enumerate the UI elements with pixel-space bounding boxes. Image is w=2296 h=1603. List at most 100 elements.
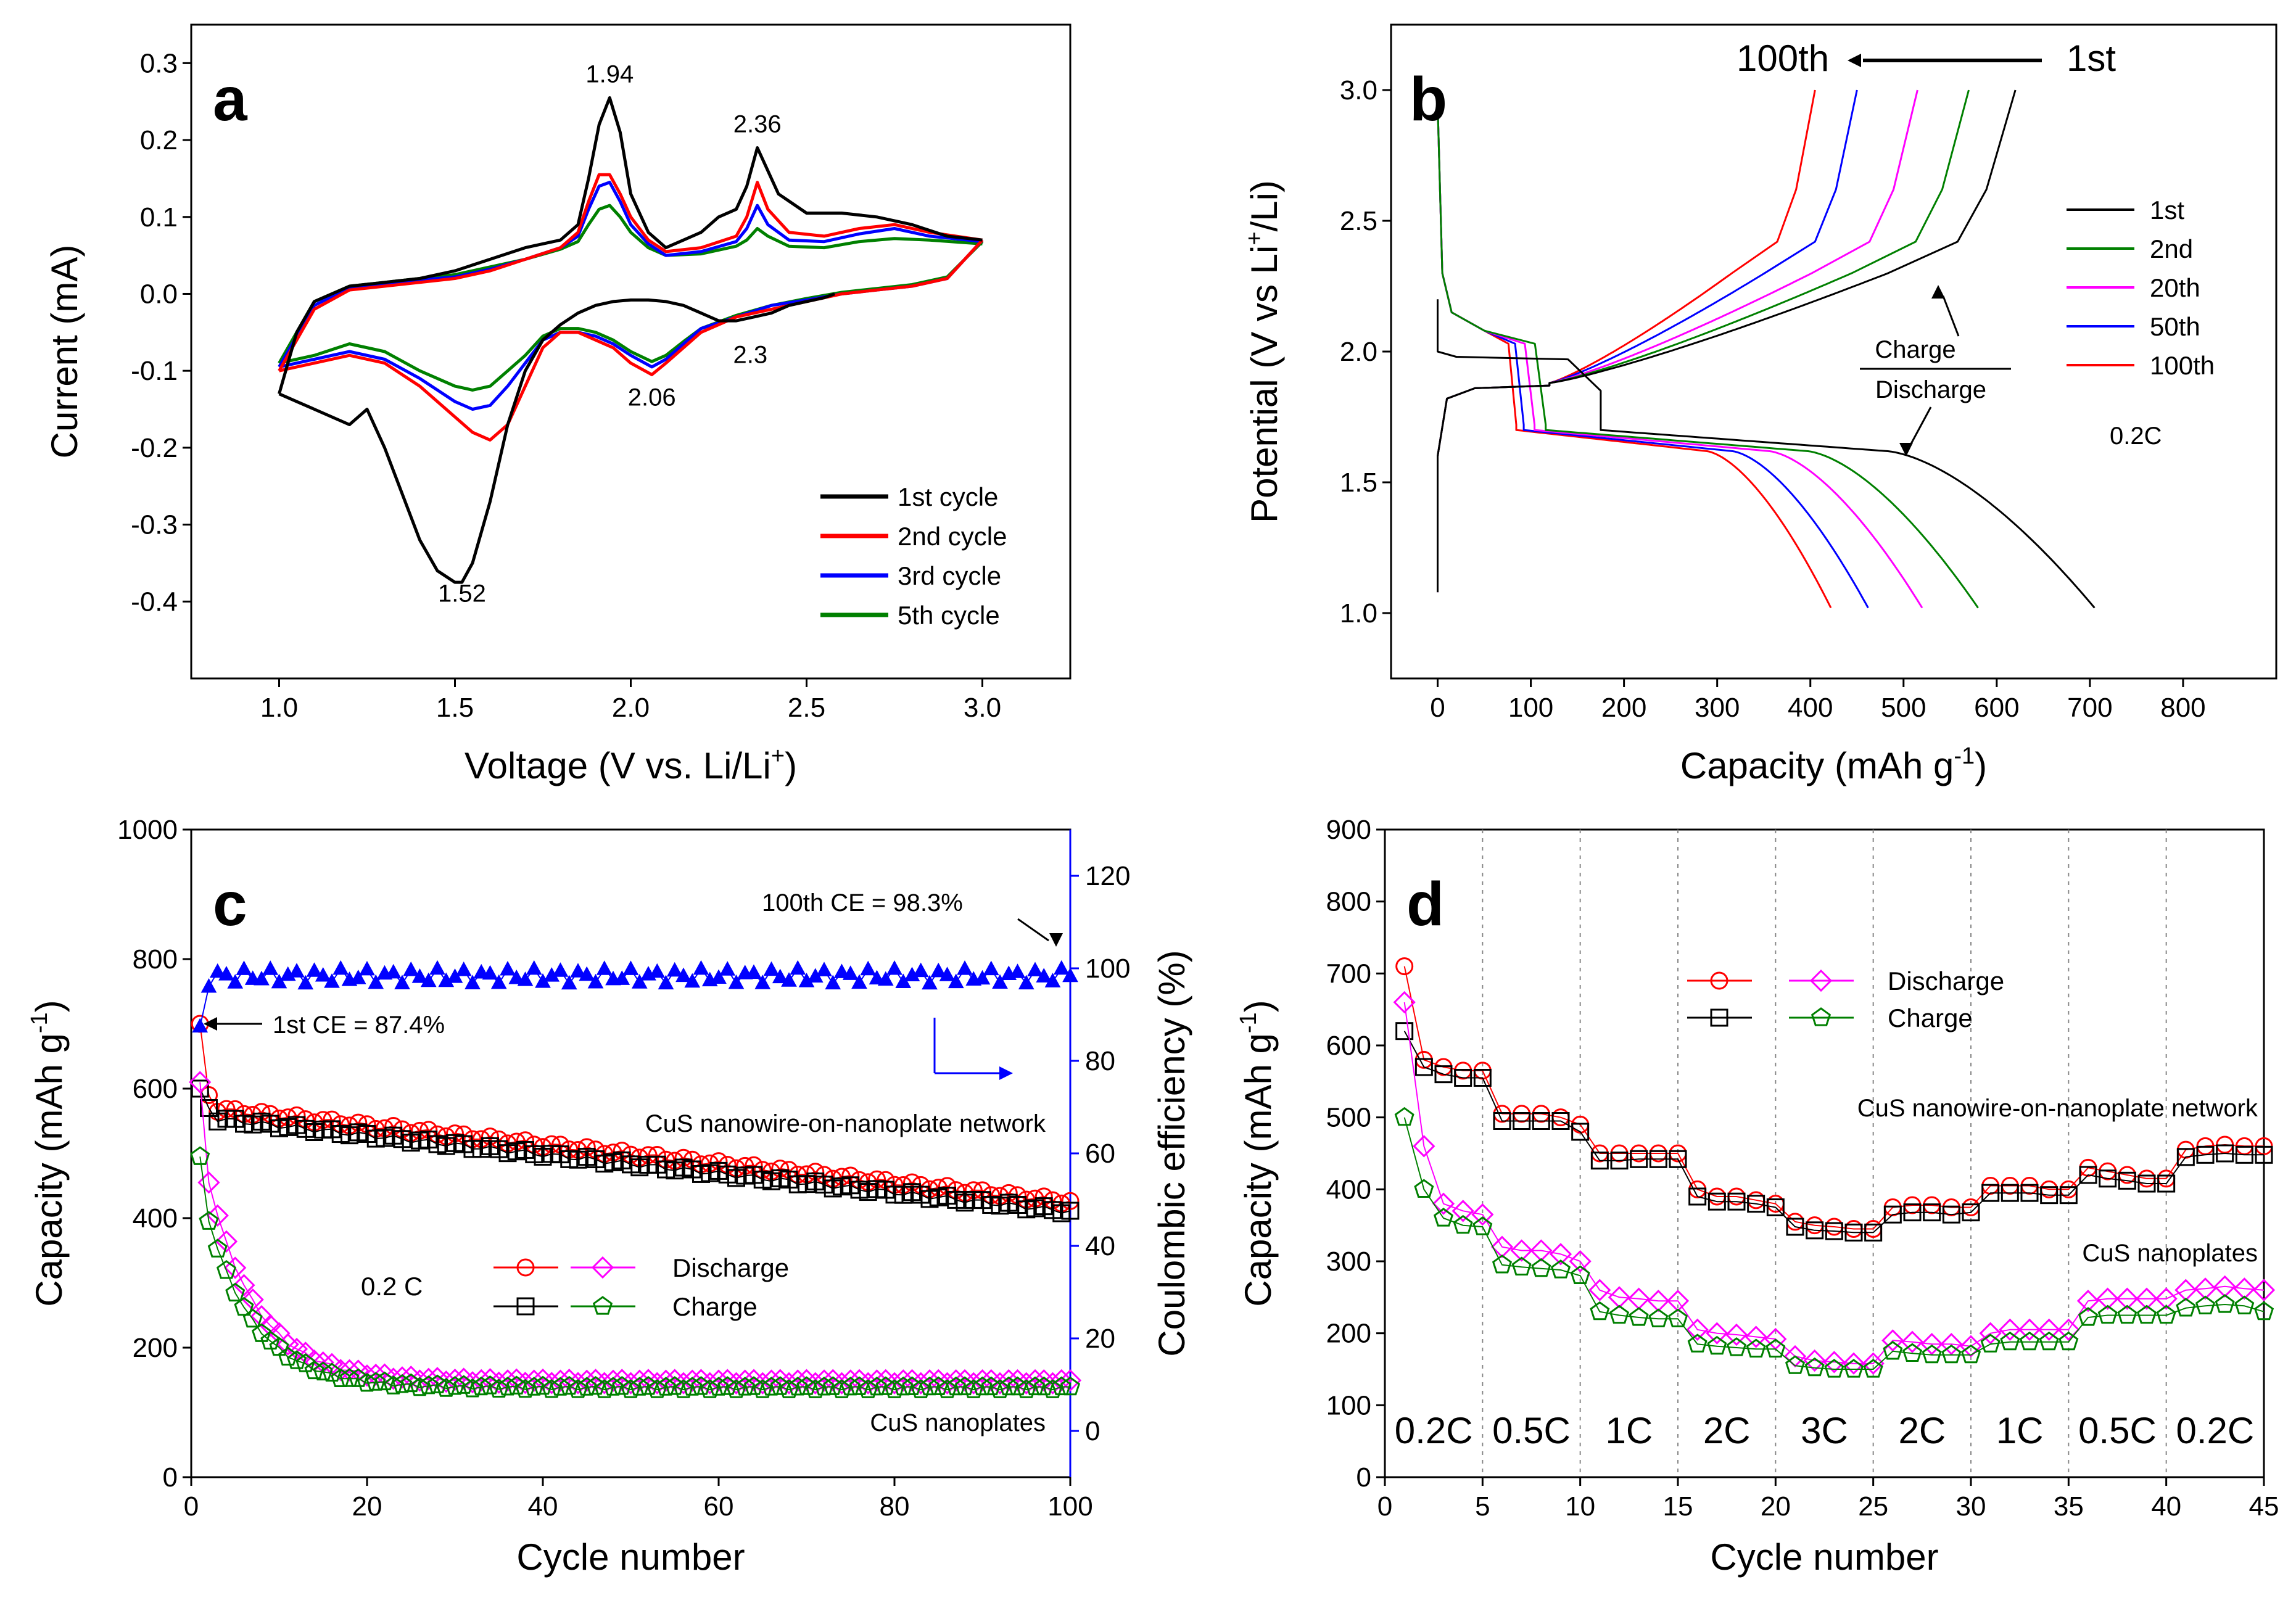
- b-legend-label: 50th: [2150, 312, 2200, 341]
- d-plates_charge-point: [1531, 1258, 1551, 1277]
- d-network_charge-point: [1493, 1112, 1511, 1130]
- b-x-label: Capacity (mAh g-1): [1680, 743, 1987, 786]
- c-plates_discharge-point: [390, 1366, 414, 1389]
- d-network_charge-point: [1454, 1069, 1472, 1087]
- d-plates_discharge-point: [1881, 1329, 1904, 1352]
- b-discharge-20th: [1437, 103, 1923, 609]
- c-plates_discharge-point: [865, 1369, 888, 1392]
- b-legend-label: 20th: [2150, 273, 2200, 302]
- d-network_charge-point: [1590, 1152, 1609, 1170]
- panel-c-cycling-performance: 0 20 40 60 80 1000200400600800100002040608010…: [27, 815, 1192, 1578]
- c-ce-point: [271, 973, 287, 989]
- d-plates_charge-point: [1453, 1214, 1473, 1234]
- d-rate-label: 0.5C: [1492, 1410, 1571, 1451]
- a-y-tick-label: 0.2: [140, 125, 178, 155]
- d-plates_discharge-point: [2135, 1287, 2158, 1310]
- c-plates_charge-point: [392, 1374, 413, 1393]
- c-plates_charge-point: [234, 1296, 254, 1316]
- d-plates_charge-point: [1629, 1307, 1649, 1326]
- d-x-tick-label: 5: [1475, 1491, 1490, 1522]
- c-plates_charge-point: [357, 1372, 378, 1392]
- c-plates_charge-point: [726, 1379, 746, 1398]
- c-plates_discharge-point: [681, 1369, 704, 1392]
- d-network_charge-line: [1403, 1031, 2264, 1234]
- c-ce-point: [666, 962, 683, 977]
- d-network_charge-point: [2001, 1184, 2019, 1202]
- a-series-5th-cycle: [278, 240, 984, 392]
- c-plates_charge-point: [832, 1379, 852, 1398]
- c-ce-first-arrowhead: [204, 1017, 217, 1031]
- c-y-tick-label: 1000: [117, 815, 178, 845]
- c-plates_charge-point: [700, 1379, 720, 1398]
- a-y-tick-label: 0.1: [140, 202, 178, 233]
- d-network_charge-point: [1864, 1223, 1883, 1242]
- c-x-tick-label: 0: [184, 1491, 199, 1522]
- d-plates_charge-point: [2156, 1304, 2176, 1324]
- c-ce-point: [860, 960, 877, 976]
- panel-a-cv-curves: 1.0 1.5 2.0 2.5 3.0 -0.4 -0.3 -0.2 -0.1 0.0 0.1 0.2…: [44, 23, 1072, 786]
- c-plates_discharge-point: [707, 1369, 730, 1392]
- a-x-tick-label: 2.5: [788, 693, 825, 723]
- d-plates_discharge-point: [2096, 1287, 2119, 1310]
- d-x-tick-label: 20: [1761, 1491, 1791, 1522]
- c-plates_charge-point: [946, 1376, 966, 1396]
- d-plates_charge-point: [1492, 1254, 1513, 1274]
- c-ce-point: [455, 961, 472, 976]
- c-x-tick-label: 100: [1047, 1491, 1092, 1522]
- d-x-label: Cycle number: [1710, 1536, 1938, 1578]
- c-legend-marker: [516, 1258, 535, 1277]
- c-y-tick-label: 400: [133, 1203, 178, 1234]
- d-plates_charge-point: [1883, 1340, 1903, 1360]
- c-plates_charge-point: [436, 1378, 456, 1397]
- b-y-tick-label: 1.5: [1340, 468, 1377, 498]
- c-plates_discharge-point: [224, 1256, 247, 1279]
- c-axis-pointer-head: [999, 1066, 1013, 1080]
- c-plates_charge-point: [928, 1376, 949, 1395]
- c-plates_discharge-point: [206, 1204, 229, 1227]
- d-legend-marker: [1809, 969, 1833, 992]
- c-plates_charge-point: [999, 1376, 1019, 1396]
- c-plates_discharge-point: [892, 1369, 915, 1392]
- b-legend-label: 1st: [2150, 196, 2184, 225]
- d-plates_discharge-point: [1510, 1239, 1533, 1262]
- d-plates_charge-point: [1667, 1308, 1688, 1327]
- d-network_charge-point: [1708, 1192, 1726, 1211]
- c-ce-point: [508, 969, 525, 984]
- c-plates_discharge-point: [760, 1369, 783, 1392]
- d-plates_charge-point: [2039, 1331, 2059, 1351]
- c-plates_charge-line: [199, 1156, 1071, 1391]
- d-network_charge-point: [1727, 1192, 1746, 1211]
- c-plates_discharge-point: [1023, 1369, 1047, 1392]
- c-ce-point: [939, 966, 956, 981]
- a-series-1st-cycle: [278, 292, 835, 584]
- d-legend-marker: [1710, 971, 1728, 990]
- c-ce-point: [385, 963, 402, 979]
- d-plates_discharge-point: [1666, 1290, 1690, 1312]
- b-arrow-to-label: 100th: [1736, 38, 1829, 79]
- c-x-tick-label: 60: [704, 1491, 734, 1522]
- c-plates_charge-point: [902, 1376, 922, 1395]
- c-legend-charge: Charge: [672, 1292, 758, 1321]
- c-plates_charge-point: [1016, 1379, 1036, 1398]
- c-plates_discharge-point: [1033, 1369, 1055, 1392]
- b-x-tick-label: 400: [1788, 693, 1833, 723]
- c-ce-point: [200, 978, 217, 993]
- d-network_charge-point: [1688, 1187, 1707, 1206]
- d-y-tick-label: 0: [1357, 1462, 1371, 1493]
- c-ce-point: [218, 966, 234, 981]
- d-panel-letter: d: [1406, 870, 1444, 939]
- d-network_charge-point: [2040, 1186, 2059, 1205]
- c-plates_discharge-point: [787, 1369, 809, 1392]
- c-plates_charge-point: [840, 1376, 861, 1396]
- d-network_charge-point: [1766, 1198, 1785, 1216]
- c-plates_charge-point: [207, 1238, 228, 1258]
- d-nanoplates-label: CuS nanoplates: [2082, 1240, 2258, 1267]
- b-arrow-from-label: 1st: [2067, 38, 2116, 79]
- c-plates_charge-point: [673, 1379, 694, 1398]
- a-legend-label: 1st cycle: [898, 482, 998, 511]
- d-plates_charge-point: [1765, 1338, 1786, 1358]
- a-peak-label: 2.06: [628, 384, 676, 411]
- c-ce-point: [746, 964, 762, 979]
- d-network_charge-point: [2020, 1184, 2039, 1202]
- c-ce-point: [983, 960, 999, 976]
